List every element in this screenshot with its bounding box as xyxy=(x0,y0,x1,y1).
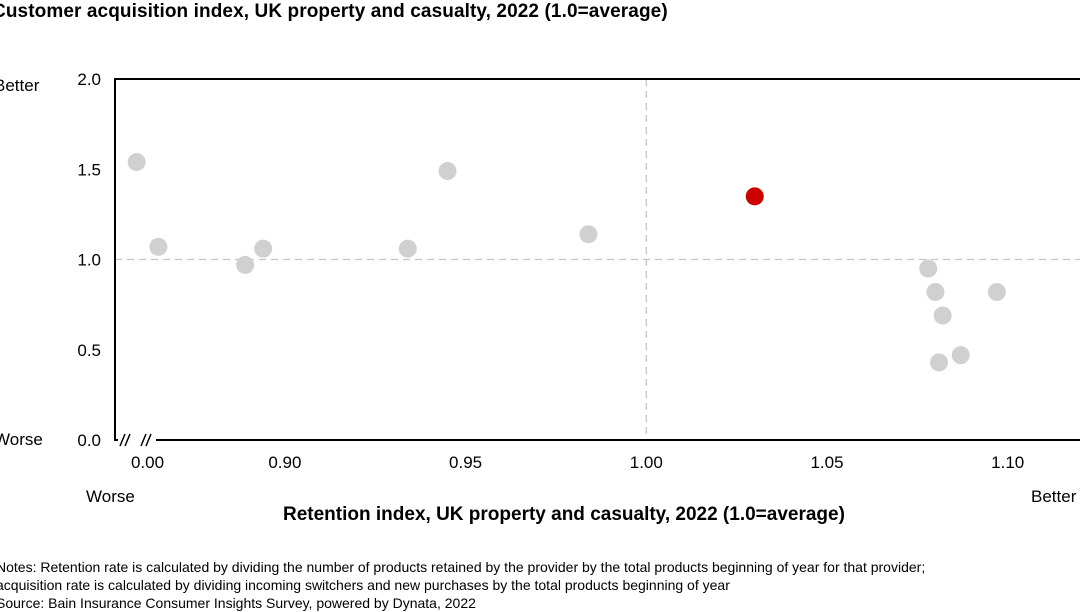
y-tick-label: 1.0 xyxy=(77,251,101,270)
data-point xyxy=(987,282,1006,301)
y-worse-label: Worse xyxy=(0,430,43,449)
x-worse-label: Worse xyxy=(86,487,135,506)
chart-notes: Notes: Retention rate is calculated by d… xyxy=(0,558,925,612)
y-tick-labels: 0.0 0.5 1.0 1.5 2.0 xyxy=(77,70,101,450)
data-point xyxy=(236,255,255,274)
source-line: Source: Bain Insurance Consumer Insights… xyxy=(0,595,476,611)
data-point xyxy=(951,346,970,365)
x-tick-label: 0.90 xyxy=(268,453,301,470)
data-points xyxy=(127,153,1006,372)
y-tick-label: 1.5 xyxy=(77,160,101,179)
x-better-label: Better xyxy=(1031,487,1077,506)
x-tick-label: 1.05 xyxy=(810,453,843,470)
data-point xyxy=(579,225,598,244)
data-point xyxy=(926,282,945,301)
scatter-plot: 0.0 0.5 1.0 1.5 2.0 0.00 0.90 0.95 1.00 1.05 1.10 xyxy=(77,70,1080,470)
chart-title: Customer acquisition index, UK property … xyxy=(0,1,668,22)
data-point xyxy=(919,259,938,278)
data-point xyxy=(933,306,952,325)
y-tick-label: 0.0 xyxy=(77,431,101,450)
reference-lines xyxy=(115,79,1080,440)
y-tick-label: 2.0 xyxy=(77,70,101,89)
data-point xyxy=(438,162,457,181)
data-point xyxy=(398,239,417,258)
x-tick-label: 1.10 xyxy=(991,453,1024,470)
x-tick-label: 0.00 xyxy=(131,453,164,470)
data-point xyxy=(254,239,273,258)
x-tick-label: 0.95 xyxy=(449,453,482,470)
axis-break-marks xyxy=(118,433,156,447)
notes-line-2: acquisition rate is calculated by dividi… xyxy=(0,577,730,593)
data-point xyxy=(127,153,146,172)
y-better-label: Better xyxy=(0,76,40,95)
data-point xyxy=(149,237,168,256)
notes-line-1: Notes: Retention rate is calculated by d… xyxy=(0,559,926,575)
x-tick-label: 1.00 xyxy=(630,453,663,470)
highlighted-data-point xyxy=(745,187,764,206)
x-axis-title: Retention index, UK property and casualt… xyxy=(283,504,845,525)
x-tick-labels: 0.00 0.90 0.95 1.00 1.05 1.10 xyxy=(131,453,1024,470)
data-point xyxy=(930,353,949,372)
y-tick-label: 0.5 xyxy=(77,341,101,360)
